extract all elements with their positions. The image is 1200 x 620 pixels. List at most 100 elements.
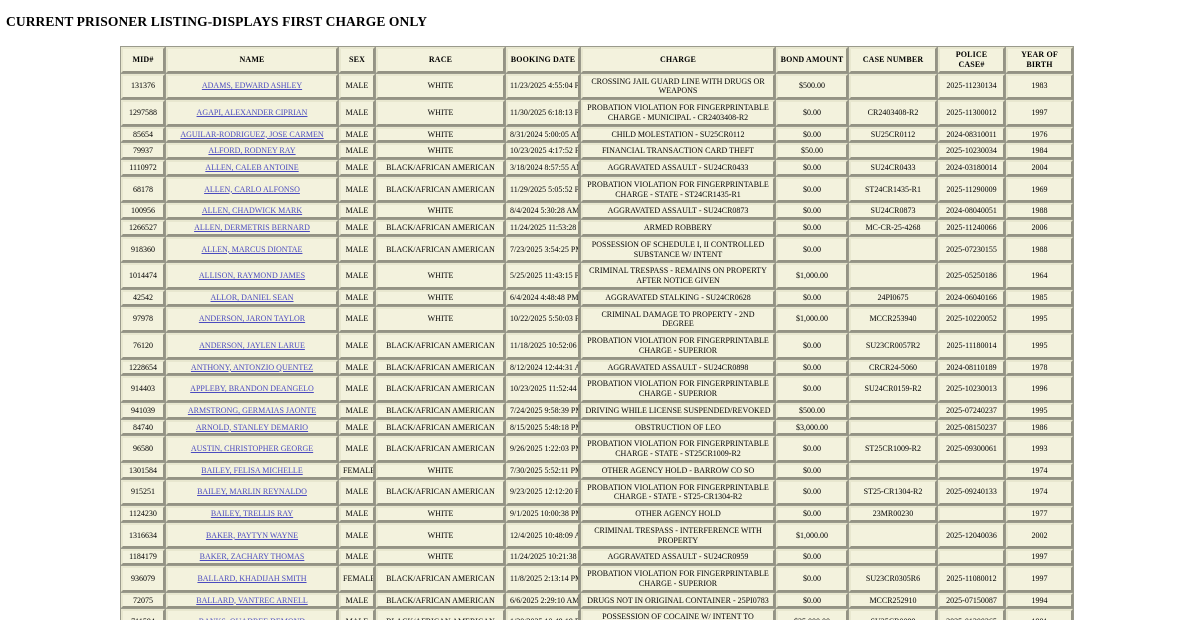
cell-police-case: 2025-11230134 xyxy=(938,73,1005,100)
inmate-name-link[interactable]: ANDERSON, JAYLEN LARUE xyxy=(199,340,305,350)
cell-name: BALLARD, VANTREC ARNELL xyxy=(166,592,338,609)
inmate-name-link[interactable]: ALLOR, DANIEL SEAN xyxy=(210,292,294,302)
cell-sex: MALE xyxy=(339,100,375,126)
inmate-name-link[interactable]: ALLEN, DERMETRIS BERNARD xyxy=(194,223,310,233)
cell-bond-amount: $0.00 xyxy=(776,100,848,126)
table-row: 1228654 ANTHONY, ANTONZIO QUENTEZ MALE BLAC… xyxy=(121,359,1073,376)
cell-police-case: 2024-06040166 xyxy=(938,289,1005,306)
cell-case-number xyxy=(849,419,937,436)
cell-year-of-birth: 1997 xyxy=(1006,100,1073,126)
cell-sex: MALE xyxy=(339,176,375,203)
inmate-name-link[interactable]: AGUILAR-RODRIGUEZ, JOSE CARMEN xyxy=(180,129,324,139)
cell-bond-amount: $0.00 xyxy=(776,376,848,402)
cell-race: BLACK/AFRICAN AMERICAN xyxy=(376,176,505,203)
cell-year-of-birth: 1996 xyxy=(1006,376,1073,402)
column-header-police-case[interactable]: POLICE CASE# xyxy=(938,47,1005,73)
cell-mid: 85654 xyxy=(121,126,165,143)
cell-case-number: ST25-CR1304-R2 xyxy=(849,479,937,506)
cell-sex: MALE xyxy=(339,333,375,359)
inmate-name-link[interactable]: ANTHONY, ANTONZIO QUENTEZ xyxy=(190,362,314,372)
inmate-name-link[interactable]: ALLEN, CHADWICK MARK xyxy=(201,206,303,216)
inmate-name-link[interactable]: APPLEBY, BRANDON DEANGELO xyxy=(190,384,314,394)
cell-booking-date: 8/31/2024 5:00:05 AM xyxy=(506,126,580,143)
cell-bond-amount: $0.00 xyxy=(776,566,848,592)
cell-booking-date: 11/29/2025 5:05:52 PM xyxy=(506,176,580,203)
cell-bond-amount: $0.00 xyxy=(776,436,848,462)
cell-case-number: CR2403408-R2 xyxy=(849,100,937,126)
inmate-name-link[interactable]: BANKS, QUADREE DEMOND xyxy=(199,617,305,620)
cell-bond-amount: $0.00 xyxy=(776,236,848,263)
table-row: 100956 ALLEN, CHADWICK MARK MALE WHITE 8/4/2… xyxy=(121,203,1073,220)
cell-name: BAILEY, FELISA MICHELLE xyxy=(166,462,338,479)
column-header-case-number[interactable]: CASE NUMBER xyxy=(849,47,937,73)
cell-mid: 918360 xyxy=(121,236,165,263)
cell-booking-date: 12/4/2025 10:48:09 AM xyxy=(506,522,580,549)
cell-sex: MALE xyxy=(339,289,375,306)
cell-police-case: 2024-03180014 xyxy=(938,160,1005,176)
cell-race: WHITE xyxy=(376,263,505,289)
cell-charge: PROBATION VIOLATION FOR FINGERPRINTABLE … xyxy=(581,479,775,506)
cell-charge: AGGRAVATED STALKING - SU24CR0628 xyxy=(581,289,775,306)
cell-charge: CROSSING JAIL GUARD LINE WITH DRUGS OR W… xyxy=(581,73,775,100)
cell-year-of-birth: 1995 xyxy=(1006,306,1073,333)
cell-police-case: 2025-10230013 xyxy=(938,376,1005,402)
inmate-name-link[interactable]: BALLARD, VANTREC ARNELL xyxy=(196,595,308,605)
cell-booking-date: 7/23/2025 3:54:25 PM xyxy=(506,236,580,263)
column-header-charge[interactable]: CHARGE xyxy=(581,47,775,73)
cell-case-number: MC-CR-25-4268 xyxy=(849,220,937,236)
cell-charge: PROBATION VIOLATION FOR FINGERPRINTABLE … xyxy=(581,333,775,359)
inmate-name-link[interactable]: ALLEN, MARCUS DIONTAE xyxy=(201,244,303,254)
column-header-year-of-birth[interactable]: YEAR OF BIRTH xyxy=(1006,47,1073,73)
cell-race: WHITE xyxy=(376,522,505,549)
inmate-name-link[interactable]: ALLEN, CARLO ALFONSO xyxy=(204,184,300,194)
inmate-name-link[interactable]: ARMSTRONG, GERMAIAS JAONTE xyxy=(187,405,317,415)
cell-charge: CRIMINAL DAMAGE TO PROPERTY - 2ND DEGREE xyxy=(581,306,775,333)
inmate-name-link[interactable]: ALFORD, RODNEY RAY xyxy=(208,146,296,156)
cell-race: WHITE xyxy=(376,506,505,522)
inmate-name-link[interactable]: ALLEN, CALEB ANTOINE xyxy=(205,163,299,173)
cell-case-number: 24PI0675 xyxy=(849,289,937,306)
column-header-sex[interactable]: SEX xyxy=(339,47,375,73)
inmate-name-link[interactable]: BAKER, PAYTYN WAYNE xyxy=(205,530,299,540)
column-header-mid[interactable]: MID# xyxy=(121,47,165,73)
cell-name: AUSTIN, CHRISTOPHER GEORGE xyxy=(166,436,338,462)
inmate-name-link[interactable]: AUSTIN, CHRISTOPHER GEORGE xyxy=(190,444,314,454)
column-header-name[interactable]: NAME xyxy=(166,47,338,73)
cell-year-of-birth: 1974 xyxy=(1006,462,1073,479)
cell-sex: FEMALE xyxy=(339,462,375,479)
cell-year-of-birth: 1969 xyxy=(1006,176,1073,203)
cell-charge: DRIVING WHILE LICENSE SUSPENDED/REVOKED xyxy=(581,402,775,419)
column-header-race[interactable]: RACE xyxy=(376,47,505,73)
inmate-name-link[interactable]: ARNOLD, STANLEY DEMARIO xyxy=(195,422,309,432)
cell-year-of-birth: 2002 xyxy=(1006,522,1073,549)
prisoner-listing-container: MID# NAME SEX RACE BOOKING DATE CHARGE B… xyxy=(0,39,1200,620)
prisoner-listing-table: MID# NAME SEX RACE BOOKING DATE CHARGE B… xyxy=(120,46,1074,620)
cell-sex: MALE xyxy=(339,143,375,160)
column-header-booking-date[interactable]: BOOKING DATE xyxy=(506,47,580,73)
cell-case-number: SU25CR0112 xyxy=(849,126,937,143)
inmate-name-link[interactable]: ADAMS, EDWARD ASHLEY xyxy=(201,81,303,91)
cell-case-number xyxy=(849,462,937,479)
inmate-name-link[interactable]: BAKER, ZACHARY THOMAS xyxy=(199,552,305,562)
cell-mid: 96580 xyxy=(121,436,165,462)
inmate-name-link[interactable]: BAILEY, MARLIN REYNALDO xyxy=(197,487,307,497)
inmate-name-link[interactable]: BAILEY, TRELLIS RAY xyxy=(210,509,294,519)
cell-year-of-birth: 1983 xyxy=(1006,73,1073,100)
cell-name: ALLEN, DERMETRIS BERNARD xyxy=(166,220,338,236)
cell-bond-amount: $0.00 xyxy=(776,462,848,479)
inmate-name-link[interactable]: BALLARD, KHADIJAH SMITH xyxy=(197,573,307,583)
cell-booking-date: 7/24/2025 9:58:39 PM xyxy=(506,402,580,419)
table-row: 79937 ALFORD, RODNEY RAY MALE WHITE 10/23/20… xyxy=(121,143,1073,160)
cell-race: WHITE xyxy=(376,203,505,220)
cell-name: ALLEN, CARLO ALFONSO xyxy=(166,176,338,203)
inmate-name-link[interactable]: ALLISON, RAYMOND JAMES xyxy=(198,271,306,281)
inmate-name-link[interactable]: AGAPI, ALEXANDER CIPRIAN xyxy=(196,107,308,117)
cell-bond-amount: $0.00 xyxy=(776,203,848,220)
cell-charge: PROBATION VIOLATION FOR FINGERPRINTABLE … xyxy=(581,376,775,402)
inmate-name-link[interactable]: BAILEY, FELISA MICHELLE xyxy=(201,465,303,475)
inmate-name-link[interactable]: ANDERSON, JARON TAYLOR xyxy=(198,314,306,324)
cell-mid: 131376 xyxy=(121,73,165,100)
cell-race: WHITE xyxy=(376,100,505,126)
column-header-bond-amount[interactable]: BOND AMOUNT xyxy=(776,47,848,73)
cell-name: ARMSTRONG, GERMAIAS JAONTE xyxy=(166,402,338,419)
